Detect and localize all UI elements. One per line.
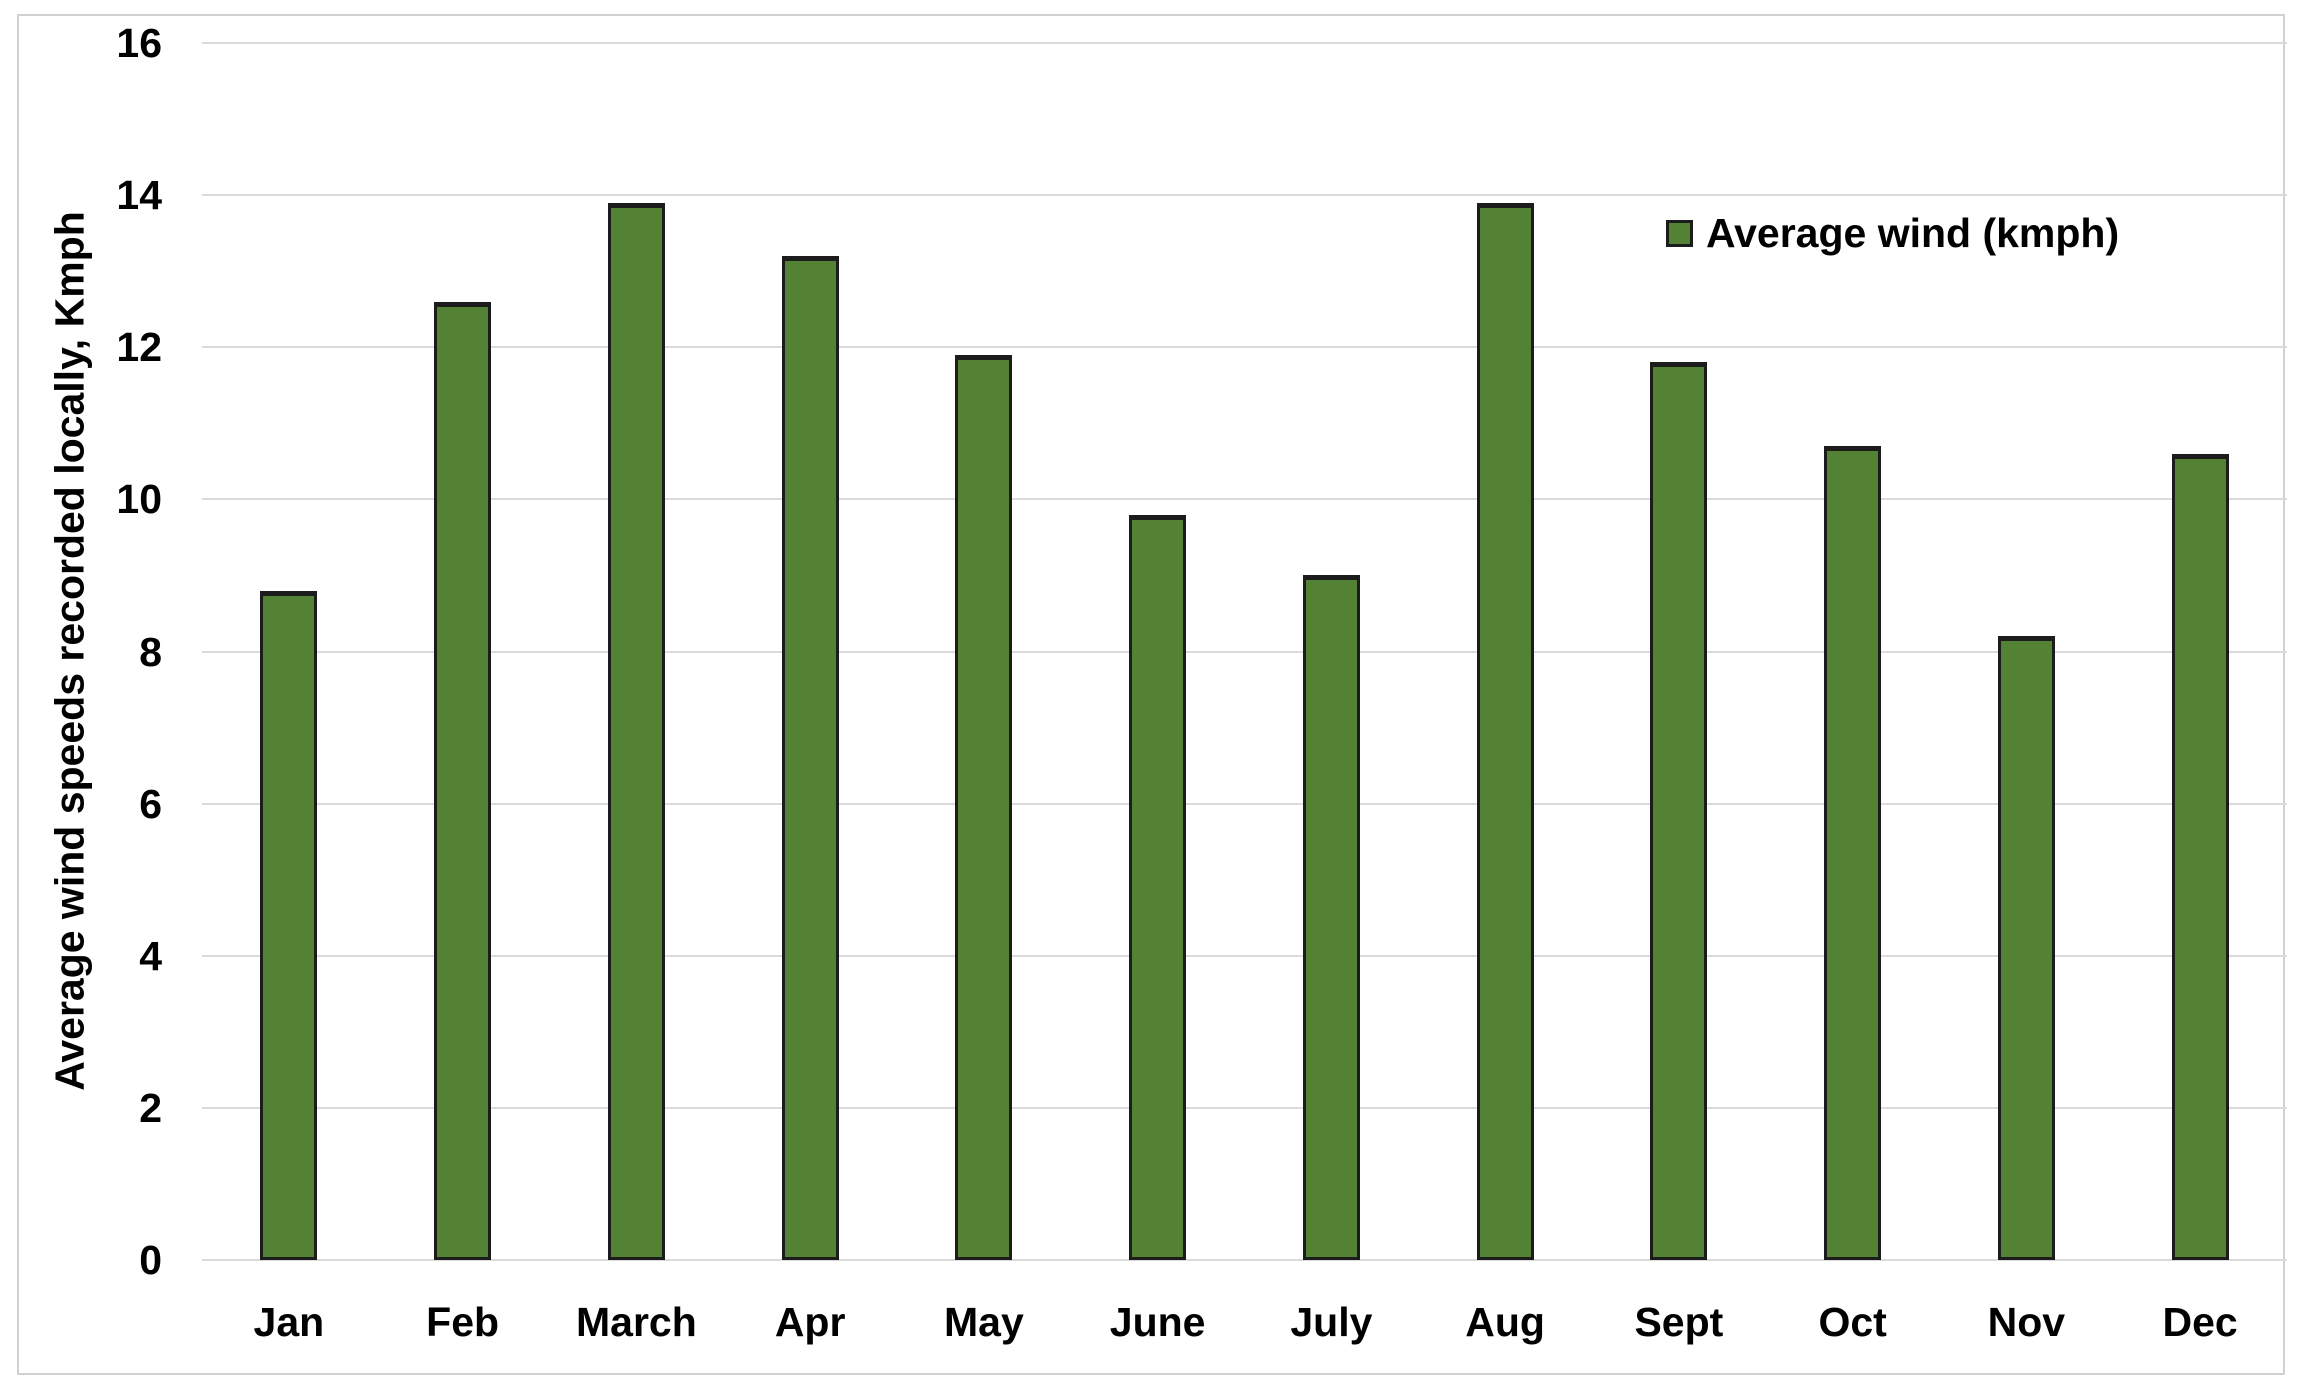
y-tick-label-10: 10: [116, 476, 162, 523]
x-axis-label-jan: Jan: [253, 1299, 325, 1345]
bar-apr: [781, 255, 839, 1260]
y-tick-label-2: 2: [139, 1084, 162, 1131]
x-axis-label-june: June: [1109, 1299, 1206, 1345]
gridline-y-2: [202, 1106, 2287, 1109]
bar-march: [607, 202, 665, 1260]
x-axis-label-march: March: [575, 1299, 697, 1345]
bar-sept: [1650, 362, 1708, 1260]
x-axis-label-apr: Apr: [774, 1299, 846, 1345]
y-tick-label-14: 14: [116, 172, 162, 219]
legend-label: Average wind (kmph): [1706, 210, 2120, 256]
gridline-y-6: [202, 802, 2287, 805]
gridline-y-8: [202, 650, 2287, 653]
gridline-y-12: [202, 346, 2287, 349]
gridline-y-4: [202, 954, 2287, 957]
bar-july: [1302, 575, 1360, 1260]
y-tick-label-6: 6: [139, 780, 162, 827]
x-axis-label-aug: Aug: [1465, 1299, 1545, 1345]
bar-june: [1129, 514, 1187, 1260]
gridline-y-14: [202, 194, 2287, 197]
x-axis-label-dec: Dec: [2162, 1299, 2238, 1345]
x-axis-label-july: July: [1290, 1299, 1373, 1345]
bar-oct: [1824, 446, 1882, 1260]
gridline-y-16: [202, 42, 2287, 44]
y-tick-label-4: 4: [139, 932, 162, 979]
y-tick-label-16: 16: [116, 20, 162, 66]
bar-feb: [434, 301, 492, 1260]
x-axis-label-may: May: [943, 1299, 1024, 1345]
x-axis-label-feb: Feb: [426, 1299, 500, 1345]
gridline-y-0: [202, 1259, 2287, 1261]
bar-dec: [2171, 453, 2229, 1260]
x-axis-label-oct: Oct: [1818, 1299, 1887, 1345]
y-tick-label-0: 0: [139, 1237, 162, 1283]
y-tick-label-8: 8: [139, 628, 162, 675]
legend: Average wind (kmph): [1666, 210, 2119, 257]
gridline-y-10: [202, 498, 2287, 501]
bar-may: [955, 354, 1013, 1260]
bar-aug: [1476, 202, 1534, 1260]
bar-nov: [1997, 636, 2055, 1260]
legend-marker-square-icon: [1666, 220, 1693, 247]
y-tick-label-12: 12: [116, 324, 162, 371]
x-axis-label-sept: Sept: [1634, 1299, 1724, 1345]
chart-border-frame: [17, 14, 2285, 1375]
bar-jan: [260, 590, 318, 1260]
x-axis-label-nov: Nov: [1987, 1299, 2066, 1345]
